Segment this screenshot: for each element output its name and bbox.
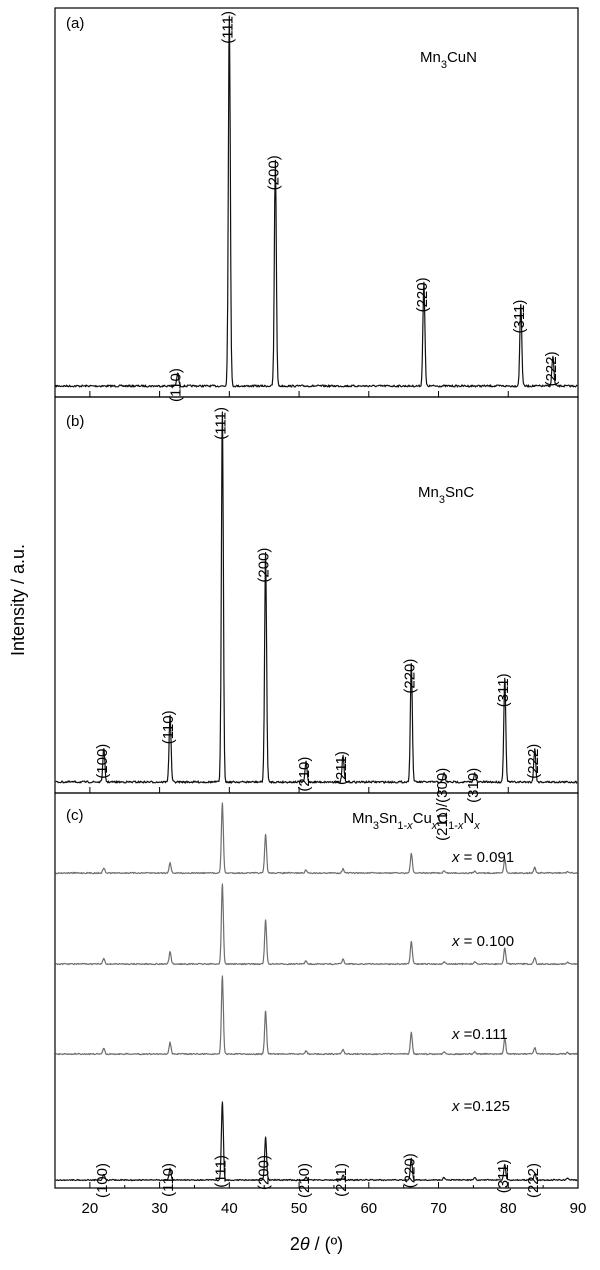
panel-c-peak-label: (200) xyxy=(256,1155,273,1190)
panel-c-peak-label: (111) xyxy=(212,1155,229,1188)
panel-c-peak-label: (100) xyxy=(94,1163,111,1198)
panel-c-peak-label: (222) xyxy=(525,1163,542,1198)
x-tick-label: 40 xyxy=(221,1200,238,1217)
panel-c-trace xyxy=(56,884,578,965)
panel-c-peak-label: (220) xyxy=(401,1153,418,1188)
panel-a-peak-label: (220) xyxy=(414,277,431,312)
x-tick-label: 30 xyxy=(151,1200,168,1217)
panel-b-peak-label: (210) xyxy=(296,757,313,792)
x-axis-label: 2θ / (º) xyxy=(290,1234,343,1254)
panel-a-peak-label: (110) xyxy=(168,368,185,402)
panel-frame-b xyxy=(55,397,578,793)
x-tick-label: 20 xyxy=(82,1200,99,1217)
panel-b-peak-label: (200) xyxy=(256,548,273,583)
panel-c-peak-label: (311) xyxy=(495,1159,512,1193)
panel-a-peak-label: (200) xyxy=(265,155,282,190)
panel-c-series-label: x =0.111 xyxy=(451,1026,508,1043)
panel-a-peak-label: (311) xyxy=(511,300,528,334)
panel-b-trace xyxy=(56,412,578,783)
panel-c-series-label: x = 0.091 xyxy=(451,849,514,866)
panel-b-peak-label: (222) xyxy=(525,744,542,779)
panel-b-peak-label: (311) xyxy=(495,673,512,707)
x-tick-label: 80 xyxy=(500,1200,517,1217)
panel-c-peak-label: (211) xyxy=(333,1163,350,1197)
panel-c-peak-label: (110) xyxy=(160,1163,177,1197)
panel-b-peak-label: (310) xyxy=(465,768,482,803)
panel-b-tag: (b) xyxy=(66,413,84,430)
panel-b-sample-label: Mn3SnC xyxy=(418,484,474,506)
panel-b-peak-label: (211) xyxy=(333,751,350,785)
panel-c-peak-label: (210) xyxy=(296,1163,313,1198)
panel-c-series-label: x = 0.100 xyxy=(451,933,514,950)
panel-a-sample-label: Mn3CuN xyxy=(420,49,477,71)
panel-c-series-label: x =0.125 xyxy=(451,1098,510,1115)
x-tick-label: 90 xyxy=(570,1200,587,1217)
y-axis-label: Intensity / a.u. xyxy=(8,544,28,656)
panel-b-peak-label: (100) xyxy=(94,744,111,779)
x-tick-label: 50 xyxy=(291,1200,308,1217)
panel-a-tag: (a) xyxy=(66,15,84,32)
panel-c-tag: (c) xyxy=(66,807,84,824)
panel-frame-a xyxy=(55,8,578,397)
panel-b-peak-label: (110) xyxy=(160,710,177,744)
panel-b-peak-label: (220) xyxy=(401,659,418,694)
x-tick-label: 70 xyxy=(430,1200,447,1217)
panel-c-sample-label: Mn3Sn1-xCuxC1-xNx xyxy=(352,810,480,832)
x-tick-label: 60 xyxy=(360,1200,377,1217)
panel-b-peak-label: (111) xyxy=(212,407,229,440)
panel-a-peak-label: (111) xyxy=(219,11,236,44)
panel-a-peak-label: (222) xyxy=(543,351,560,386)
panel-a-trace xyxy=(56,16,578,387)
